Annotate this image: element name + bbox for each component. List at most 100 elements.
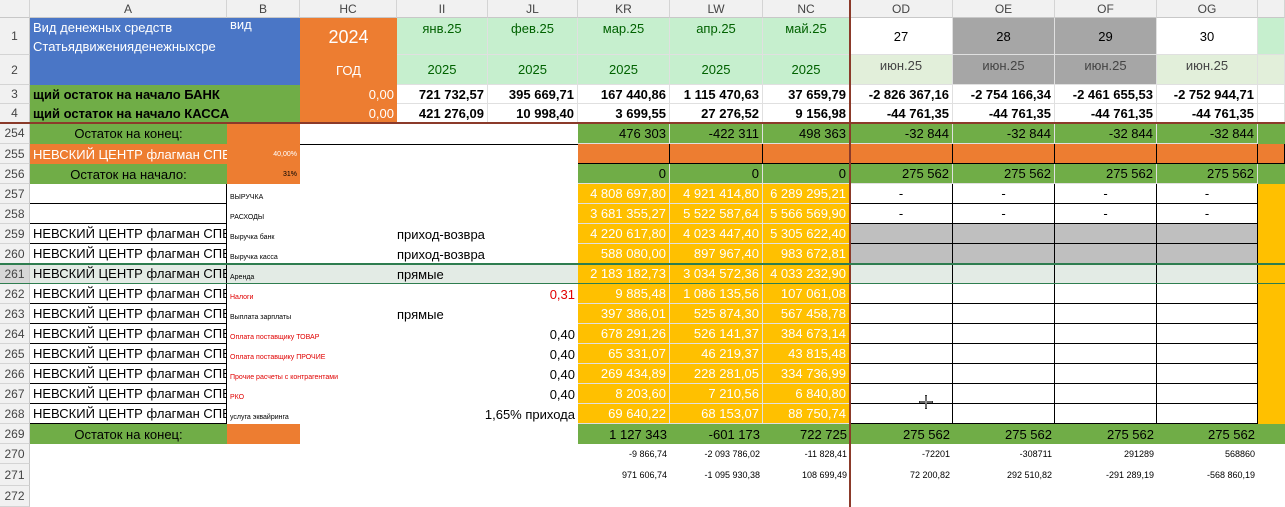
row-day-2-3[interactable] — [1157, 224, 1258, 244]
row-header-268[interactable]: 268 — [0, 404, 30, 424]
row-day-7-3[interactable] — [1157, 324, 1258, 344]
row-header-255[interactable]: 255 — [0, 144, 30, 164]
row-header-3[interactable]: 3 — [0, 85, 30, 104]
row-value-0-2[interactable]: 6 289 295,21 — [763, 184, 850, 204]
opening-balance-r3-0[interactable]: 721 732,57 — [397, 85, 488, 104]
row-value-5-1[interactable]: 1 086 135,56 — [670, 284, 763, 304]
row-type-5[interactable]: 0,31 — [549, 286, 575, 302]
column-header-jl[interactable]: JL — [488, 0, 578, 18]
row-value-9-0[interactable]: 269 434,89 — [578, 364, 670, 384]
closing-269-5[interactable]: 275 562 — [1055, 424, 1157, 444]
opening-balance-r3-2[interactable]: 167 440,86 — [578, 85, 670, 104]
header-day-1[interactable]: 28 — [953, 18, 1055, 55]
header-year-2[interactable]: 2025 — [578, 55, 670, 85]
row-day-3-3[interactable] — [1157, 244, 1258, 264]
row-header-256[interactable]: 256 — [0, 164, 30, 184]
row-day-3-0[interactable] — [850, 244, 953, 264]
row-header-260[interactable]: 260 — [0, 244, 30, 264]
branch-cell-7[interactable] — [1258, 144, 1285, 164]
opening-balance-year-r3[interactable]: 0,00 — [300, 85, 397, 104]
check-r270-4[interactable]: -308711 — [1019, 448, 1052, 459]
row-type-7[interactable]: 0,40 — [549, 326, 575, 342]
row-value-7-0[interactable]: 678 291,26 — [578, 324, 670, 344]
row-branch-1[interactable] — [30, 204, 227, 224]
closing-b-254[interactable] — [227, 123, 300, 144]
check-r271-4[interactable]: 292 510,82 — [1006, 469, 1052, 480]
row-day-0-3[interactable]: - — [1157, 184, 1258, 204]
row-value-4-2[interactable]: 4 033 232,90 — [763, 264, 850, 284]
row-day-10-1[interactable] — [953, 384, 1055, 404]
row-value-6-0[interactable]: 397 386,01 — [578, 304, 670, 324]
header-extra-2[interactable] — [1258, 55, 1285, 85]
opening-blank-256[interactable] — [300, 164, 578, 184]
opening-balance-r4-6[interactable]: -44 761,35 — [953, 104, 1055, 123]
row-header-270[interactable]: 270 — [0, 444, 30, 464]
row-value-11-1[interactable]: 68 153,07 — [670, 404, 763, 424]
row-extra-9[interactable] — [1258, 364, 1285, 384]
row-value-2-2[interactable]: 5 305 622,40 — [763, 224, 850, 244]
closing-extra-269[interactable] — [1258, 424, 1285, 444]
row-branch-2[interactable]: НЕВСКИЙ ЦЕНТР флагман СПБ — [30, 224, 227, 244]
row-article-10[interactable]: РКО — [230, 394, 245, 401]
row-extra-3[interactable] — [1258, 244, 1285, 264]
row-value-1-0[interactable]: 3 681 355,27 — [578, 204, 670, 224]
row-article-5[interactable]: Налоги — [230, 294, 254, 301]
branch-percent[interactable]: 40,00% — [227, 144, 300, 164]
row-branch-10[interactable]: НЕВСКИЙ ЦЕНТР флагман СПБ — [30, 384, 227, 404]
check-r271-6[interactable]: -568 860,19 — [1206, 469, 1255, 480]
row-day-4-2[interactable] — [1055, 264, 1157, 284]
row-day-4-1[interactable] — [953, 264, 1055, 284]
row-article-1[interactable]: РАСХОДЫ — [230, 214, 265, 221]
opening-balance-r3-1[interactable]: 395 669,71 — [488, 85, 578, 104]
row-extra-8[interactable] — [1258, 344, 1285, 364]
row-branch-3[interactable]: НЕВСКИЙ ЦЕНТР флагман СПБ — [30, 244, 227, 264]
row-value-2-0[interactable]: 4 220 617,80 — [578, 224, 670, 244]
row-value-8-1[interactable]: 46 219,37 — [670, 344, 763, 364]
row-day-5-3[interactable] — [1157, 284, 1258, 304]
row-article-8[interactable]: Оплата поставщику ПРОЧИЕ — [230, 354, 326, 361]
row-day-0-0[interactable]: - — [850, 184, 953, 204]
row-article-9[interactable]: Прочие расчеты с контрагентами — [230, 374, 338, 381]
opening-balance-r4-0[interactable]: 421 276,09 — [397, 104, 488, 123]
row-type-0[interactable] — [397, 184, 578, 204]
branch-cell-2[interactable] — [763, 144, 850, 164]
header-day-month-1[interactable]: июн.25 — [953, 55, 1055, 85]
closing-254-6[interactable]: -32 844 — [1157, 123, 1258, 144]
opening-balance-r3-3[interactable]: 1 115 470,63 — [670, 85, 763, 104]
row-day-11-1[interactable] — [953, 404, 1055, 424]
check-r270-0[interactable]: -9 866,74 — [628, 448, 667, 459]
check-r271-2[interactable]: 108 699,49 — [801, 469, 847, 480]
closing-254-3[interactable]: -32 844 — [850, 123, 953, 144]
row-day-6-3[interactable] — [1157, 304, 1258, 324]
row-header-264[interactable]: 264 — [0, 324, 30, 344]
row-type-1[interactable] — [397, 204, 578, 224]
row-value-3-2[interactable]: 983 672,81 — [763, 244, 850, 264]
row-extra-11[interactable] — [1258, 404, 1285, 424]
column-header-og[interactable]: OG — [1157, 0, 1258, 18]
opening-256-2[interactable]: 0 — [763, 164, 850, 184]
row-branch-9[interactable]: НЕВСКИЙ ЦЕНТР флагман СПБ — [30, 364, 227, 384]
row-value-1-1[interactable]: 5 522 587,64 — [670, 204, 763, 224]
opening-extra-r3[interactable] — [1258, 85, 1285, 104]
header-day-0[interactable]: 27 — [850, 18, 953, 55]
row-value-10-2[interactable]: 6 840,80 — [763, 384, 850, 404]
column-header-a[interactable]: A — [30, 0, 227, 18]
row-type-4[interactable]: прямые — [397, 264, 578, 284]
row-header-254[interactable]: 254 — [0, 123, 30, 144]
row-value-7-2[interactable]: 384 673,14 — [763, 324, 850, 344]
header-day-month-2[interactable]: июн.25 — [1055, 55, 1157, 85]
opening-extra-r4[interactable] — [1258, 104, 1285, 123]
row-value-4-0[interactable]: 2 183 182,73 — [578, 264, 670, 284]
opening-256-1[interactable]: 0 — [670, 164, 763, 184]
row-value-11-2[interactable]: 88 750,74 — [763, 404, 850, 424]
opening-256-6[interactable]: 275 562 — [1157, 164, 1258, 184]
row-day-6-0[interactable] — [850, 304, 953, 324]
opening-balance-r3-8[interactable]: -2 752 944,71 — [1157, 85, 1258, 104]
closing-269-4[interactable]: 275 562 — [953, 424, 1055, 444]
check-r271-5[interactable]: -291 289,19 — [1105, 469, 1154, 480]
row-day-9-1[interactable] — [953, 364, 1055, 384]
column-header-lw[interactable]: LW — [670, 0, 763, 18]
row-day-4-3[interactable] — [1157, 264, 1258, 284]
row-type-11[interactable]: 1,65% прихода — [484, 406, 575, 422]
row-extra-5[interactable] — [1258, 284, 1285, 304]
